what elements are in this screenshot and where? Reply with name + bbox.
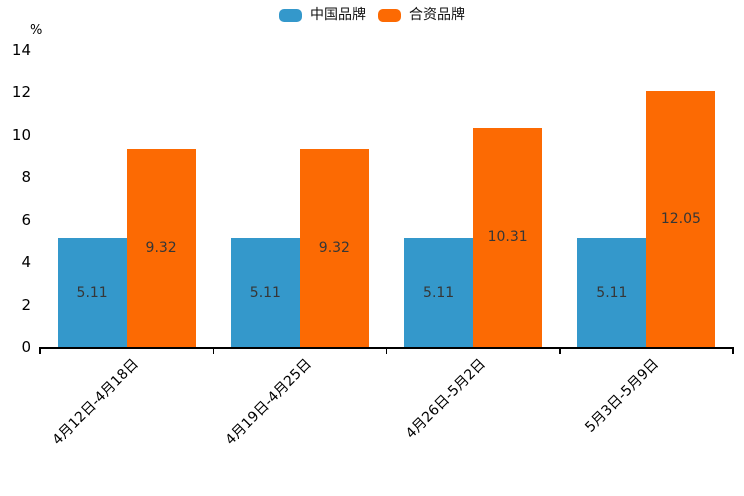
bar-joint-venture-brands-group3 [473, 127, 543, 347]
bar-china-brands-group2 [230, 238, 300, 347]
y-tick-label: 2 [21, 295, 31, 314]
x-axis-tick [212, 347, 214, 354]
legend-swatch-joint-venture-brands [378, 8, 401, 22]
legend-item-china-brands[interactable]: 中国品牌 [279, 6, 366, 24]
y-tick-label: 8 [21, 168, 31, 186]
bar-china-brands-group3 [404, 238, 474, 347]
x-tick-label: 4月19日-4月25日 [222, 356, 316, 449]
value-label: 12.05 [660, 210, 701, 227]
x-axis-tick [732, 347, 734, 354]
bar-china-brands-group1 [57, 238, 127, 347]
y-tick-label: 14 [11, 40, 31, 59]
y-tick-label: 12 [11, 83, 31, 101]
x-tick-label: 4月12日-4月18日 [49, 356, 142, 449]
bar-china-brands-group4 [577, 238, 647, 347]
bar-joint-venture-brands-group1 [126, 148, 196, 347]
legend: 中国品牌 合资品牌 [0, 6, 744, 24]
x-axis-tick [385, 347, 388, 354]
x-axis-tick [559, 347, 561, 354]
y-tick-label: 6 [21, 210, 31, 229]
value-label: 9.32 [318, 239, 350, 256]
x-tick-label: 4月26日-5月2日 [402, 356, 489, 442]
bar-joint-venture-brands-group2 [299, 148, 369, 347]
y-tick-label: 10 [11, 125, 31, 144]
legend-swatch-china-brands [279, 8, 302, 22]
y-tick-label: 4 [21, 253, 31, 271]
value-label: 5.11 [76, 284, 108, 301]
y-axis-unit-label: % [30, 23, 43, 38]
value-label: 5.11 [596, 284, 628, 301]
x-tick-label: 5月3日-5月9日 [582, 356, 662, 436]
value-label: 5.11 [423, 284, 455, 301]
value-label: 5.11 [249, 284, 281, 301]
value-label: 9.32 [145, 239, 177, 256]
value-label: 10.31 [487, 229, 528, 246]
x-axis-tick [39, 347, 41, 354]
bar-joint-venture-brands-group4 [646, 90, 716, 347]
legend-item-joint-venture-brands[interactable]: 合资品牌 [378, 6, 465, 24]
legend-label-china-brands: 中国品牌 [310, 7, 366, 23]
legend-label-joint-venture-brands: 合资品牌 [409, 7, 465, 23]
y-tick-label: 0 [21, 338, 31, 356]
